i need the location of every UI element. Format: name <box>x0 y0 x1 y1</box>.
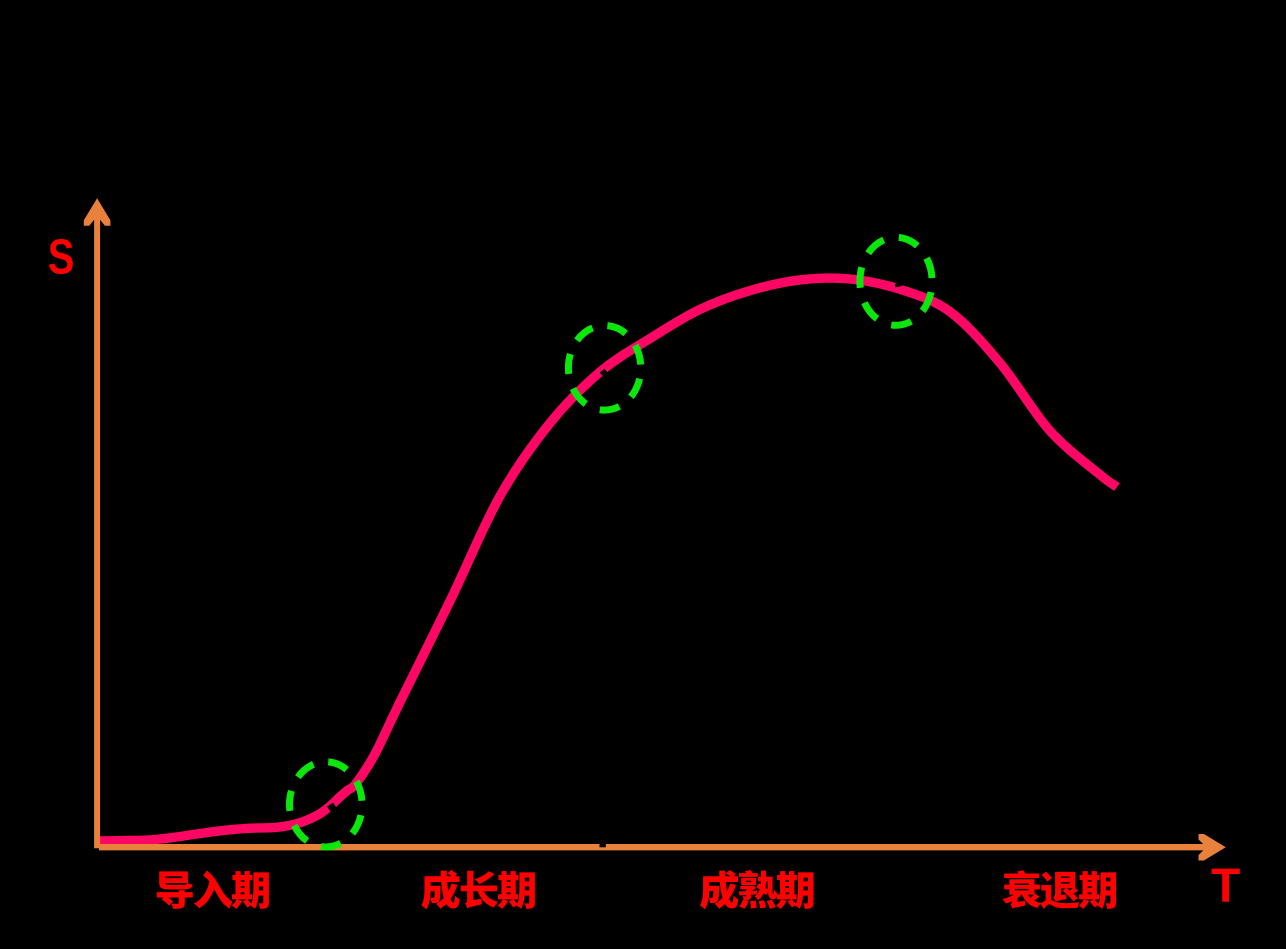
svg-text:T: T <box>1211 860 1240 913</box>
svg-text:S: S <box>48 231 74 285</box>
